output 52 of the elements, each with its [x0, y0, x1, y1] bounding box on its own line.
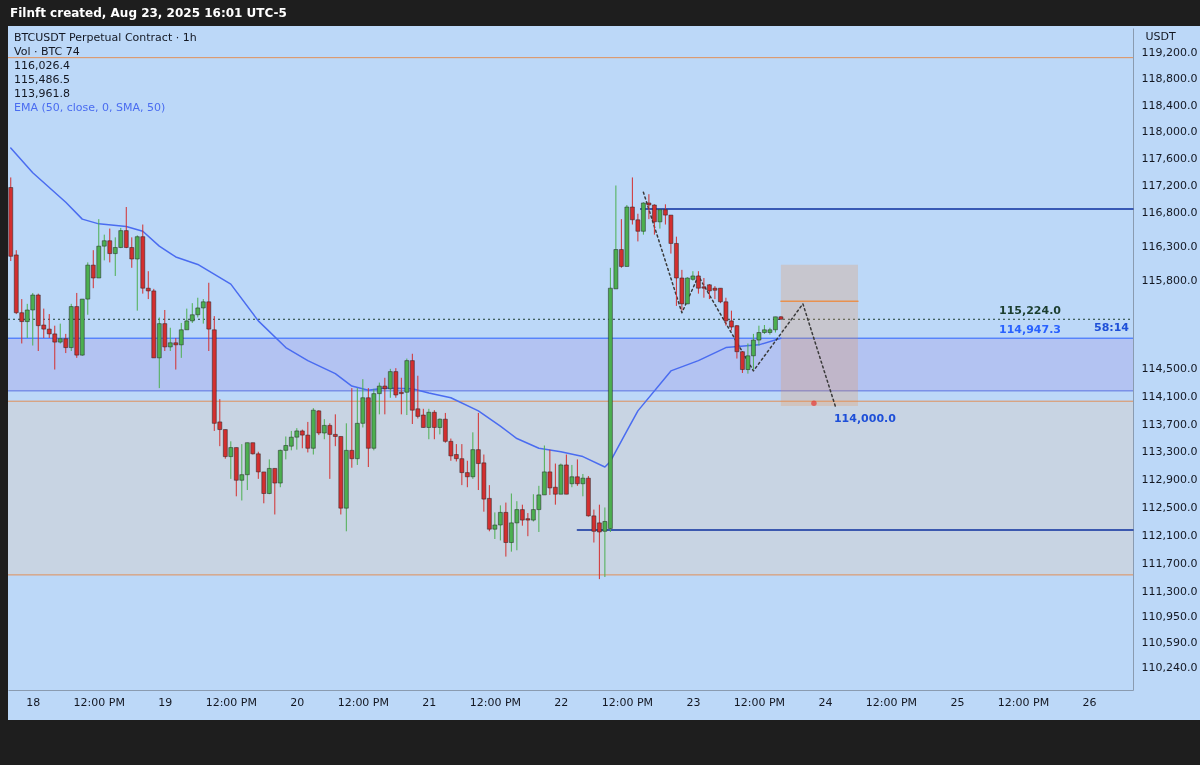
y-tick-label: 112,100.0: [1141, 529, 1198, 542]
y-tick-label: 117,600.0: [1141, 152, 1198, 166]
x-tick-label: 12:00 PM: [865, 695, 918, 709]
x-tick-label: 12:00 PM: [73, 695, 125, 709]
y-tick-label: 115,800.0: [1141, 273, 1198, 287]
y-tick-label: 118,400.0: [1141, 98, 1198, 112]
y-tick-label: 110,240.0: [1141, 660, 1198, 674]
x-tick-label: 12:00 PM: [205, 695, 257, 709]
x-tick-label: 19: [158, 695, 173, 709]
text: EMA (50, close, 0, SMA, 50): [14, 101, 166, 114]
annotation: 115,486.5: [14, 73, 70, 86]
y-tick-label: 110,590.0: [1141, 635, 1198, 649]
annotation: 113,961.8: [14, 87, 70, 100]
annotation: 116,026.4: [14, 59, 70, 72]
y-tick-label: 110,950.0: [1141, 610, 1198, 624]
x-tick-label: 21: [422, 695, 437, 709]
y-tick-label: 117,200.0: [1141, 179, 1198, 192]
chart-title: BTCUSDT Perpetual Contract · 1h: [14, 31, 197, 44]
x-tick-label: 26: [1082, 695, 1097, 709]
chart-subtitle: Filnft created, Aug 23, 2025 16:01 UTC-5: [9, 5, 288, 22]
line-series: [10, 147, 782, 468]
y-tick-label: 118,000.0: [1141, 125, 1198, 139]
y-tick-label: 113,300.0: [1141, 445, 1198, 459]
line-series: [642, 191, 837, 409]
x-tick-label: 12:00 PM: [601, 695, 654, 709]
y-tick-label: 116,800.0: [1141, 205, 1198, 219]
x-tick-label: 12:00 PM: [337, 695, 389, 709]
x-tick-label: 25: [950, 695, 965, 709]
x-tick-label: 12:00 PM: [997, 695, 1050, 709]
y-tick-label: 118,800.0: [1141, 72, 1198, 86]
annotation: 114,000.0: [833, 412, 897, 426]
y-tick-label: 114,100.0: [1141, 389, 1198, 403]
x-tick-label: 12:00 PM: [733, 695, 786, 709]
x-tick-label: 23: [686, 695, 701, 709]
x-tick-label: 24: [818, 695, 833, 709]
ref-line-label: 115,224.0: [999, 304, 1062, 318]
y-tick-label: 111,700.0: [1141, 557, 1198, 571]
x-tick-label: 20: [290, 695, 305, 709]
y-tick-label: 114,500.0: [1141, 362, 1198, 376]
y-tick-label: 112,900.0: [1141, 473, 1198, 487]
annotation: Vol · BTC 74: [14, 45, 80, 58]
y-tick-label: 111,300.0: [1141, 585, 1198, 599]
y-tick-label: 116,300.0: [1141, 239, 1198, 253]
y-tick-label: 113,700.0: [1141, 417, 1198, 431]
y-tick-label: 112,500.0: [1141, 500, 1198, 514]
y-tick-label: 119,200.0: [1141, 45, 1198, 59]
x-tick-label: 22: [554, 695, 569, 709]
y-axis-title: USDT: [1145, 29, 1176, 43]
annotation: 58:14: [1093, 321, 1130, 335]
ref-line-label: 114,947.3: [999, 323, 1061, 337]
x-tick-label: 18: [26, 695, 41, 709]
x-tick-label: 12:00 PM: [469, 695, 522, 709]
